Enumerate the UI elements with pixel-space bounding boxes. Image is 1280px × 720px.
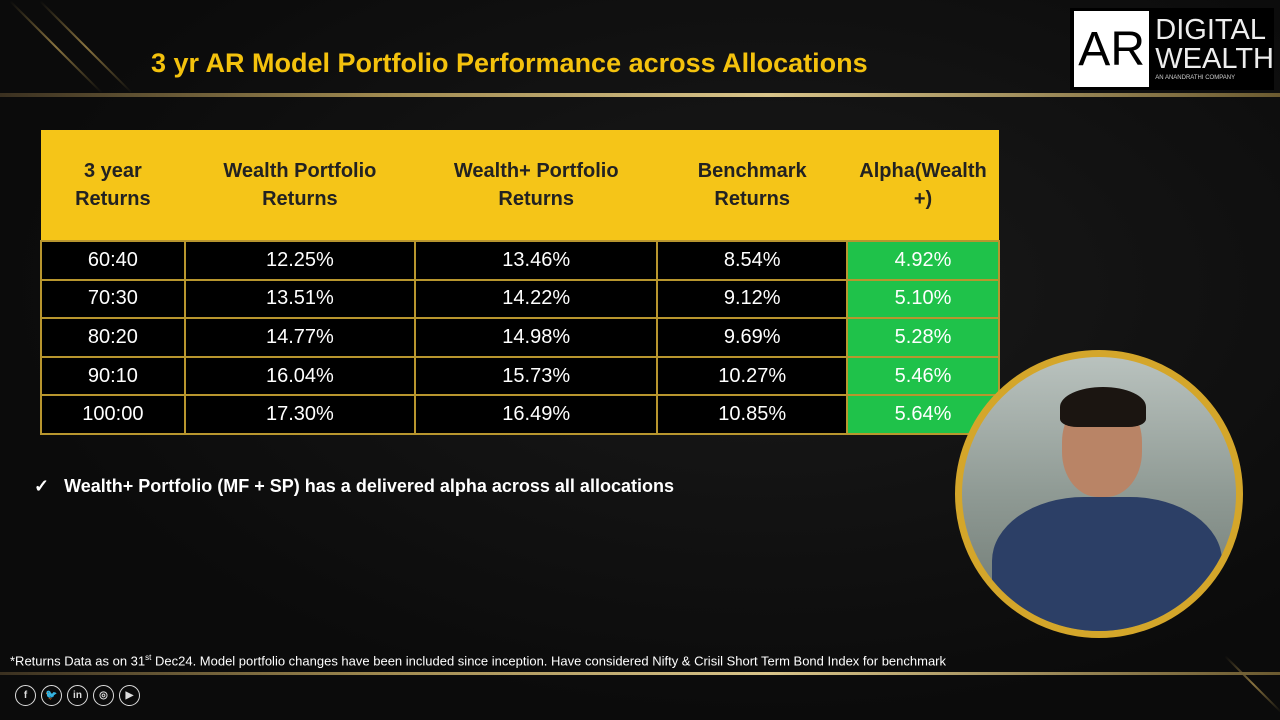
table-row: 90:10 16.04% 15.73% 10.27% 5.46% [40, 355, 1000, 397]
logo-tagline: AN ANANDRATHI COMPANY [1155, 75, 1236, 81]
divider [0, 93, 1280, 97]
return-cell: 8.54% [656, 240, 849, 281]
allocation-cell: 70:30 [40, 278, 186, 320]
column-header: Wealth+ Portfolio Returns [415, 130, 658, 241]
return-cell: 15.73% [414, 355, 659, 397]
column-header: 3 year Returns [41, 130, 185, 241]
logo-line2: WEALTH [1155, 43, 1274, 75]
return-cell: 16.04% [183, 355, 417, 397]
youtube-icon[interactable]: ▶ [119, 685, 140, 706]
column-header: Alpha(Wealth +) [847, 130, 999, 241]
return-cell: 9.12% [656, 278, 849, 320]
allocation-cell: 100:00 [40, 394, 186, 435]
presenter-body [992, 497, 1222, 631]
table-row: 100:00 17.30% 16.49% 10.85% 5.64% [40, 394, 1000, 435]
linkedin-icon[interactable]: in [67, 685, 88, 706]
return-cell: 9.69% [656, 317, 849, 358]
return-cell: 10.27% [656, 355, 849, 397]
footer-divider [0, 672, 1280, 675]
return-cell: 13.51% [183, 278, 417, 320]
note-text: Wealth+ Portfolio (MF + SP) has a delive… [64, 476, 674, 496]
slide-title: 3 yr AR Model Portfolio Performance acro… [151, 48, 868, 78]
performance-table: 3 year Returns Wealth Portfolio Returns We… [40, 130, 1000, 435]
alpha-cell: 5.28% [846, 317, 1000, 358]
return-cell: 14.22% [414, 278, 659, 320]
presenter-hair [1060, 387, 1146, 427]
instagram-icon[interactable]: ◎ [93, 685, 114, 706]
return-cell: 12.25% [183, 240, 417, 281]
return-cell: 14.98% [414, 317, 659, 358]
alpha-cell: 5.46% [846, 355, 1000, 397]
social-links: f 🐦 in ◎ ▶ [15, 685, 140, 706]
return-cell: 13.46% [414, 240, 659, 281]
note: ✓ Wealth+ Portfolio (MF + SP) has a deli… [34, 476, 674, 497]
column-header: Benchmark Returns [657, 130, 848, 241]
logo: AR DIGITAL WEALTH AN ANANDRATHI COMPANY [1070, 8, 1274, 90]
table-row: 70:30 13.51% 14.22% 9.12% 5.10% [40, 278, 1000, 320]
table-row: 60:40 12.25% 13.46% 8.54% 4.92% [40, 240, 1000, 281]
allocation-cell: 90:10 [40, 355, 186, 397]
twitter-icon[interactable]: 🐦 [41, 685, 62, 706]
return-cell: 14.77% [183, 317, 417, 358]
footnote: *Returns Data as on 31st Dec24. Model po… [10, 653, 947, 669]
table-row: 80:20 14.77% 14.98% 9.69% 5.28% [40, 317, 1000, 358]
check-icon: ✓ [34, 476, 50, 496]
alpha-cell: 5.10% [846, 278, 1000, 320]
logo-line1: DIGITAL [1155, 14, 1266, 46]
return-cell: 16.49% [414, 394, 659, 435]
return-cell: 10.85% [656, 394, 849, 435]
logo-mark: AR [1074, 11, 1150, 87]
presenter-video [955, 350, 1243, 638]
return-cell: 17.30% [183, 394, 417, 435]
allocation-cell: 80:20 [40, 317, 186, 358]
allocation-cell: 60:40 [40, 240, 186, 281]
facebook-icon[interactable]: f [15, 685, 36, 706]
alpha-cell: 4.92% [846, 240, 1000, 281]
column-header: Wealth Portfolio Returns [184, 130, 416, 241]
